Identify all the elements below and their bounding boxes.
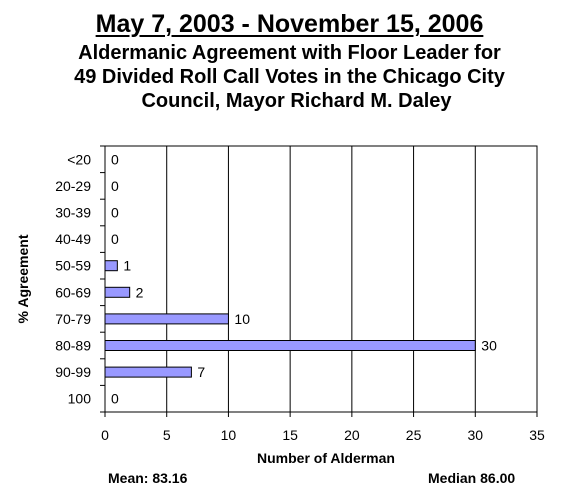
data-label: 10	[234, 311, 250, 327]
data-label: 0	[111, 205, 119, 221]
bar	[104, 340, 476, 351]
x-tick-label: 35	[529, 427, 545, 443]
data-label: 2	[136, 284, 144, 300]
x-tick-label: 5	[163, 427, 171, 443]
bar	[104, 260, 118, 272]
mean-label: Mean: 83.16	[108, 470, 188, 486]
data-label: 0	[111, 178, 119, 194]
data-label: 0	[111, 151, 119, 167]
data-label: 7	[197, 364, 205, 380]
data-label: 30	[481, 338, 497, 354]
data-label: 0	[111, 391, 119, 407]
y-tick-label: 80-89	[55, 338, 91, 354]
x-tick-label: 25	[406, 427, 422, 443]
chart-title-line-2: Aldermanic Agreement with Floor Leader f…	[78, 42, 501, 64]
y-tick-label: 90-99	[55, 364, 91, 380]
data-label: 0	[111, 231, 119, 247]
median-label: Median 86.00	[428, 470, 516, 486]
chart-title-dates: May 7, 2003 - November 15, 2006	[95, 10, 484, 38]
y-tick-label: 30-39	[55, 205, 91, 221]
bar	[104, 313, 229, 325]
x-axis-title: Number of Alderman	[257, 450, 395, 466]
x-tick-label: 20	[344, 427, 360, 443]
data-label: 1	[123, 258, 131, 274]
y-tick-label: 100	[68, 391, 92, 407]
x-tick-label: 30	[467, 427, 483, 443]
y-tick-label: 20-29	[55, 178, 91, 194]
bar	[104, 286, 131, 298]
y-tick-label: 70-79	[55, 311, 91, 327]
x-tick-label: 0	[101, 427, 109, 443]
bar	[104, 366, 192, 378]
y-tick-label: 60-69	[55, 284, 91, 300]
chart-title-line-4: Council, Mayor Richard M. Daley	[141, 90, 452, 112]
y-tick-label: 40-49	[55, 231, 91, 247]
x-tick-label: 15	[282, 427, 298, 443]
y-tick-label: 50-59	[55, 258, 91, 274]
y-tick-label: <20	[67, 151, 91, 167]
chart-title-line-3: 49 Divided Roll Call Votes in the Chicag…	[74, 66, 505, 88]
y-axis-title: % Agreement	[15, 234, 31, 323]
x-tick-label: 10	[221, 427, 237, 443]
